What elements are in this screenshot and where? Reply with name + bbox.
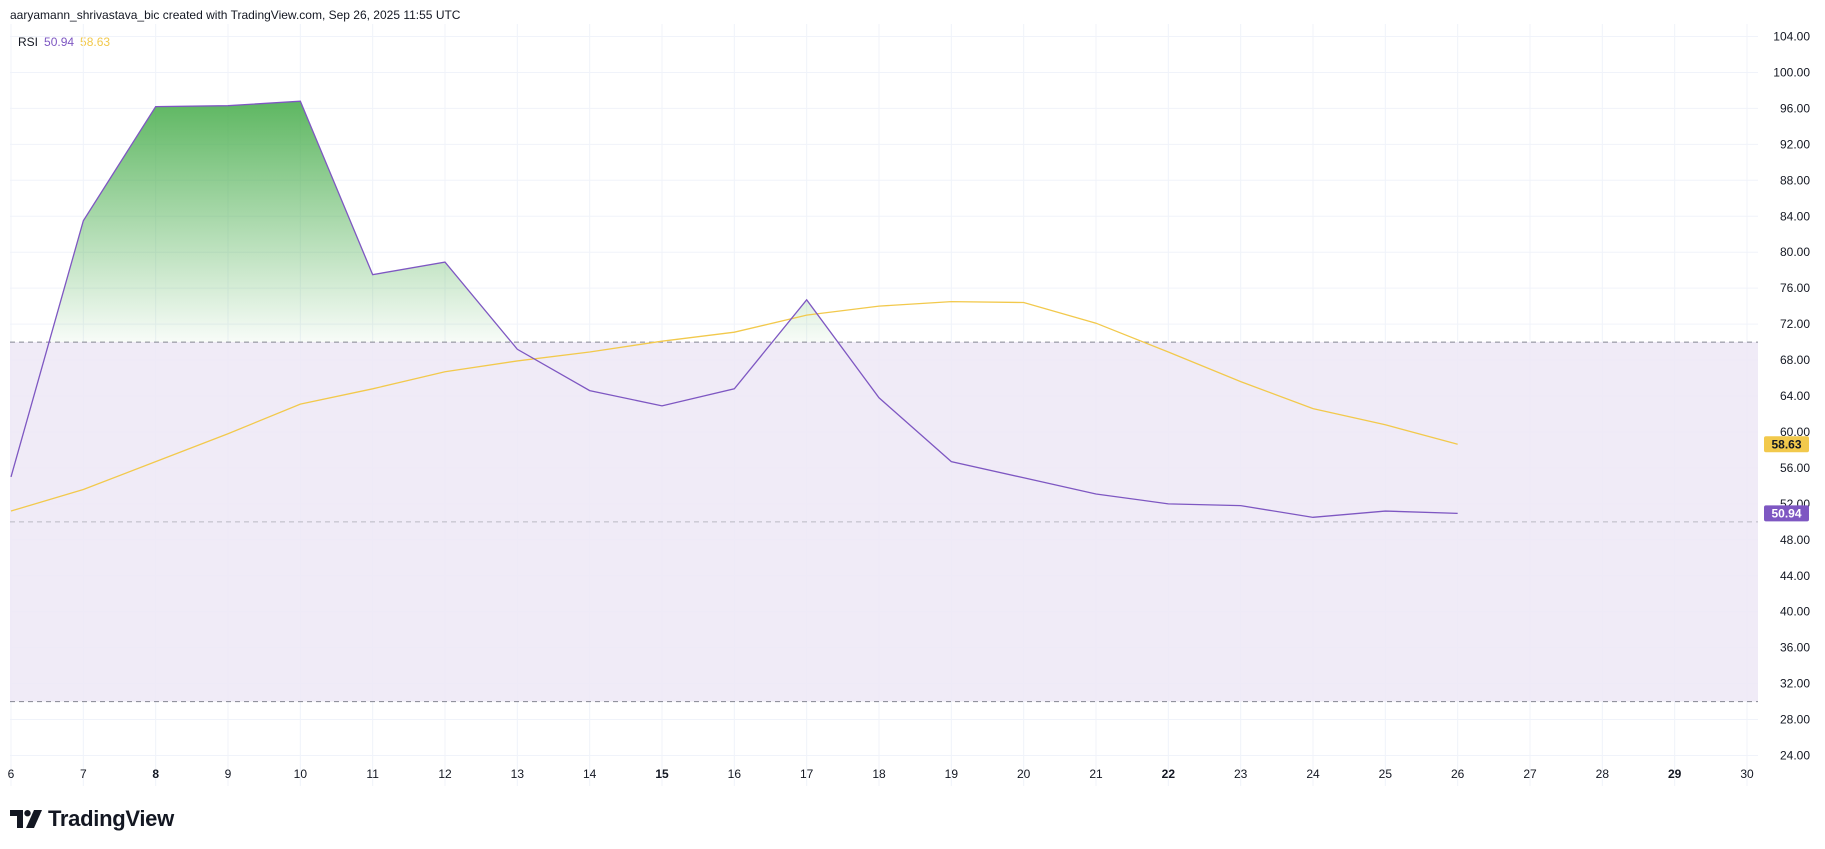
x-tick-label: 22 [1162,767,1176,781]
x-tick-label: 28 [1596,767,1610,781]
y-tick-label: 36.00 [1780,641,1810,655]
x-tick-label: 10 [294,767,308,781]
y-tick-label: 56.00 [1780,461,1810,475]
y-tick-label: 68.00 [1780,353,1810,367]
x-tick-label: 9 [225,767,232,781]
y-tick-label: 100.00 [1773,65,1810,79]
x-tick-label: 23 [1234,767,1248,781]
x-tick-label: 12 [438,767,452,781]
series-area [10,100,1458,518]
y-tick-label: 24.00 [1780,749,1810,763]
x-tick-label: 19 [945,767,959,781]
rsi-line [10,100,1458,518]
x-tick-label: 30 [1740,767,1754,781]
last-value-label: 58.63 [1771,437,1801,451]
x-tick-label: 26 [1451,767,1465,781]
last-value-label: 50.94 [1771,506,1801,520]
y-tick-label: 28.00 [1780,713,1810,727]
ma-line [10,300,1458,512]
x-tick-label: 16 [728,767,742,781]
x-tick-label: 21 [1089,767,1103,781]
x-tick-label: 14 [583,767,597,781]
rsi-band [10,341,1758,703]
x-tick-label: 11 [366,767,379,781]
x-tick-label: 24 [1306,767,1320,781]
overbought-fill [11,101,1458,343]
tradingview-brand[interactable]: TradingView [10,806,174,832]
y-tick-label: 76.00 [1780,281,1810,295]
y-tick-label: 64.00 [1780,389,1810,403]
tradingview-logo-icon [10,810,42,828]
brand-text: TradingView [48,806,174,831]
y-tick-label: 40.00 [1780,605,1810,619]
x-tick-label: 25 [1379,767,1393,781]
y-tick-label: 44.00 [1780,569,1810,583]
y-tick-label: 88.00 [1780,173,1810,187]
indicator-legend[interactable]: RSI 50.94 58.63 [18,35,110,49]
y-tick-label: 104.00 [1773,30,1810,44]
axes: 104.00 100.00 96.00 92.00 88.00 84.00 80.00 76.… [8,30,1811,782]
x-tick-label: 6 [8,767,15,781]
last-value-tag-rsi: 50.94 [1764,505,1809,522]
last-value-tag-ma: 58.63 [1764,436,1809,453]
x-tick-label: 7 [80,767,87,781]
y-tick-label: 48.00 [1780,533,1810,547]
y-tick-label: 72.00 [1780,317,1810,331]
legend-indicator-name: RSI [18,35,39,49]
y-tick-label: 32.00 [1780,677,1810,691]
last-value-tags: 58.63 50.94 [1764,436,1809,522]
y-tick-label: 92.00 [1780,137,1810,151]
x-tick-label: 13 [511,767,525,781]
x-tick-label: 27 [1523,767,1537,781]
x-tick-label: 8 [152,767,159,781]
chart-caption: aaryamann_shrivastava_bic created with T… [10,8,461,22]
y-tick-label: 60.00 [1780,425,1810,439]
y-tick-label: 80.00 [1780,245,1810,259]
x-tick-label: 20 [1017,767,1031,781]
legend-rsi-value: 50.94 [44,35,75,49]
x-tick-label: 15 [655,767,669,781]
legend-ma-value: 58.63 [80,35,111,49]
y-tick-label: 96.00 [1780,101,1810,115]
y-tick-label: 84.00 [1780,209,1810,223]
x-tick-label: 18 [872,767,886,781]
x-tick-label: 29 [1668,767,1682,781]
x-tick-label: 17 [800,767,814,781]
